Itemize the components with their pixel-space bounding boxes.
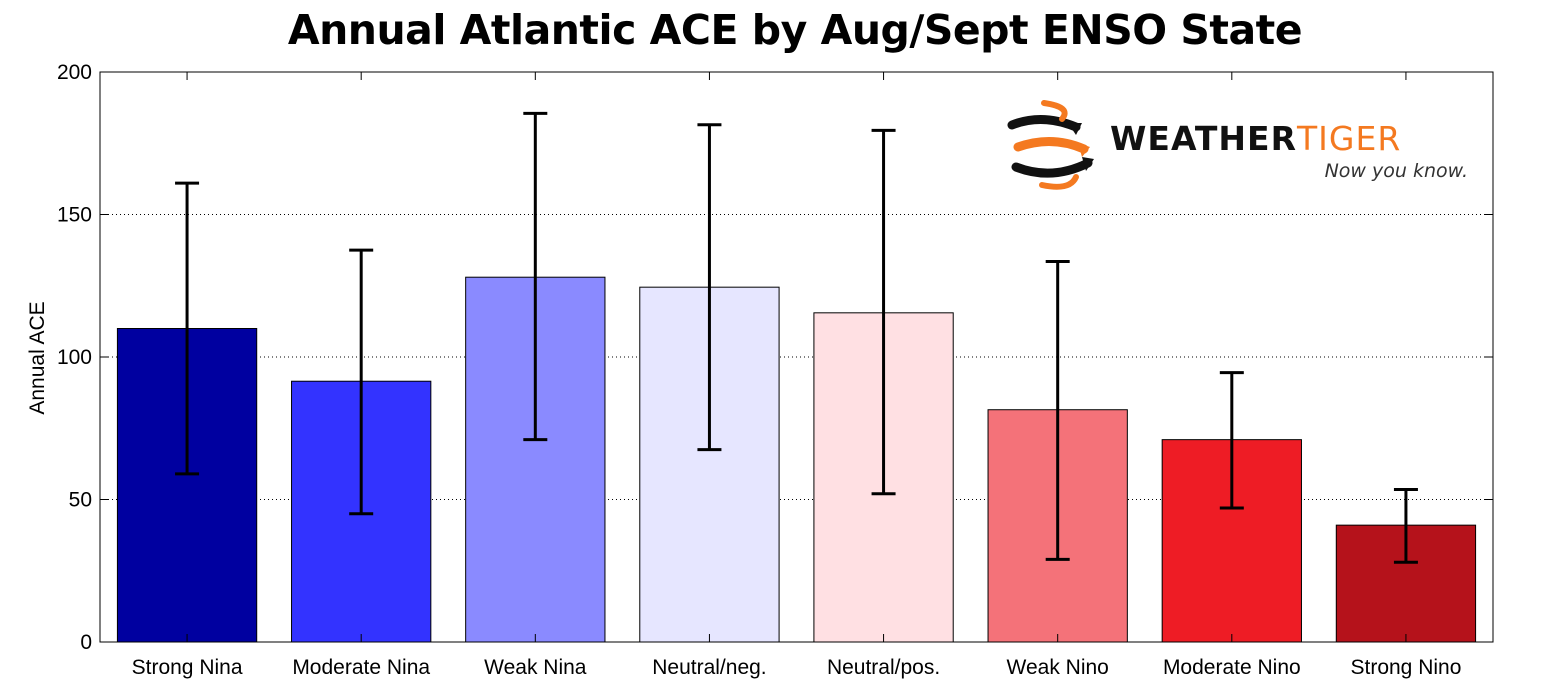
x-tick-label: Neutral/neg. bbox=[652, 656, 766, 679]
x-tick-label: Moderate Nino bbox=[1163, 656, 1301, 679]
y-tick-label: 50 bbox=[69, 489, 92, 512]
chart-title: Annual Atlantic ACE by Aug/Sept ENSO Sta… bbox=[287, 6, 1303, 54]
x-axis-ticks: Strong Nina Moderate Nina Weak Nina Neutral… bbox=[132, 72, 1461, 679]
tiger-globe-icon bbox=[1007, 100, 1094, 190]
y-tick-label: 0 bbox=[80, 631, 92, 654]
x-tick-label: Strong Nino bbox=[1350, 656, 1461, 679]
y-axis-label: Annual ACE bbox=[26, 301, 49, 414]
y-tick-label: 150 bbox=[57, 204, 92, 227]
error-bars bbox=[175, 111, 1418, 564]
x-tick-label: Moderate Nina bbox=[292, 656, 430, 679]
x-tick-label: Strong Nina bbox=[132, 656, 243, 679]
x-tick-label: Neutral/pos. bbox=[827, 656, 940, 679]
logo-brand: WEATHERTIGER bbox=[1110, 119, 1401, 158]
bars bbox=[116, 276, 1477, 643]
y-axis-ticks: 0 50 100 150 200 bbox=[57, 61, 1493, 654]
y-tick-label: 200 bbox=[57, 61, 92, 84]
x-tick-label: Weak Nina bbox=[484, 656, 587, 679]
logo-tagline: Now you know. bbox=[1325, 160, 1468, 182]
y-tick-label: 100 bbox=[57, 346, 92, 369]
weathertiger-logo: WEATHERTIGER Now you know. bbox=[1007, 100, 1468, 190]
x-tick-label: Weak Nino bbox=[1007, 656, 1109, 679]
